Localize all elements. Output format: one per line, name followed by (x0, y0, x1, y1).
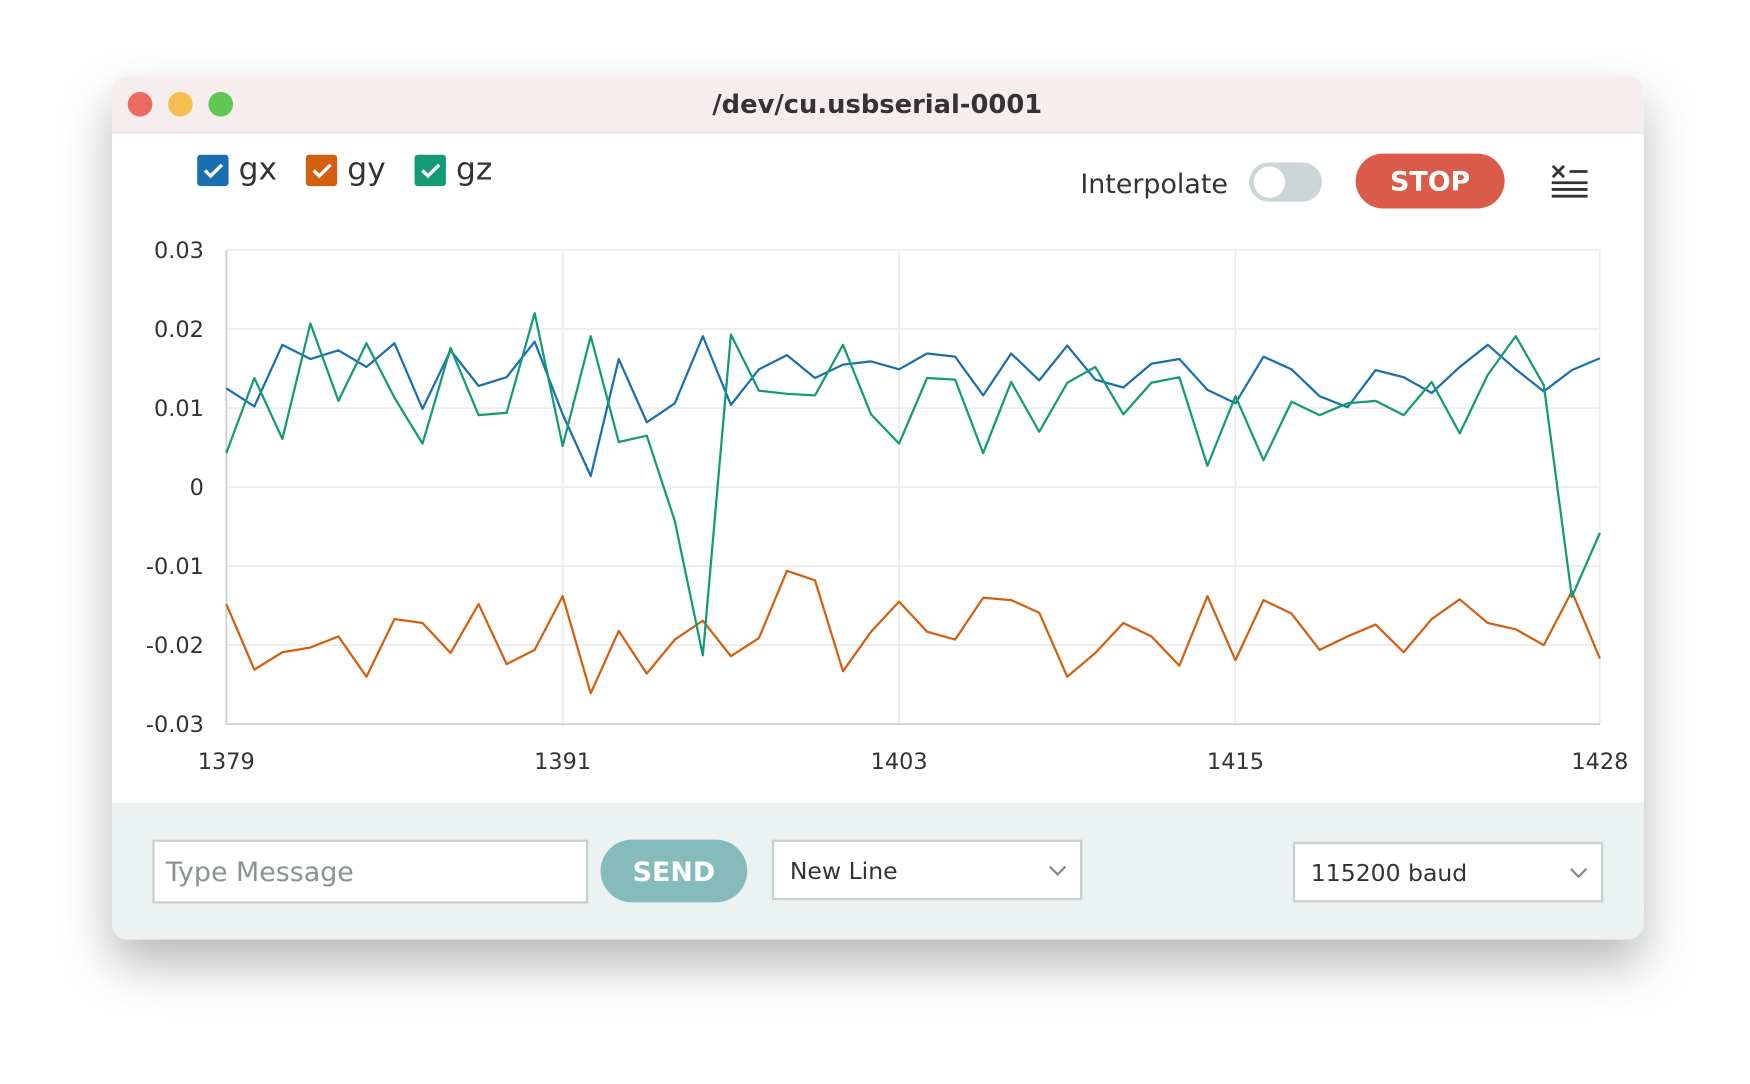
title-bar (112, 76, 1644, 133)
stop-button[interactable] (1355, 153, 1505, 209)
y-tick-label: -0.01 (146, 554, 204, 580)
y-tick-label: 0.01 (154, 396, 204, 422)
y-tick-label: 0.03 (154, 238, 204, 264)
x-tick-label: 1379 (198, 749, 255, 775)
clear-icon[interactable] (1551, 164, 1588, 198)
legend-label: gy (347, 151, 385, 187)
legend-checkbox (305, 154, 338, 187)
legend-item[interactable]: gz (414, 151, 493, 187)
series-line (225, 569, 1601, 695)
y-tick-label: 0.02 (154, 317, 204, 343)
stop-label: STOP (1390, 167, 1470, 198)
y-tick-label: -0.02 (146, 633, 204, 659)
series-line (225, 312, 1601, 657)
chevron (1569, 867, 1588, 879)
check-mark (312, 163, 332, 179)
zoom-button[interactable] (208, 91, 234, 117)
check-mark (203, 163, 224, 179)
send-button[interactable] (600, 839, 748, 903)
legend-item[interactable]: gy (305, 151, 386, 187)
interpolate-label: Interpolate (1080, 169, 1228, 200)
window-title: /dev/cu.usbserial-0001 (712, 90, 1042, 120)
x-tick-label: 1403 (871, 749, 928, 775)
legend-label: gz (456, 151, 492, 187)
x-tick-label: 1415 (1207, 749, 1264, 775)
legend-label: gx (239, 151, 277, 187)
y-tick-label: -0.03 (146, 712, 204, 738)
legend-checkbox (414, 154, 446, 187)
x-tick-label: 1391 (534, 749, 591, 775)
message-placeholder: Type Message (165, 857, 354, 888)
check-mark (421, 163, 441, 179)
message-input[interactable] (152, 839, 589, 904)
x-tick-label: 1428 (1571, 749, 1628, 775)
minimize-button[interactable] (168, 91, 193, 117)
baud-select[interactable] (1292, 841, 1604, 903)
legend-item[interactable]: gx (197, 151, 277, 187)
baud-value: 115200 baud (1311, 859, 1467, 887)
line-ending-select[interactable] (771, 839, 1083, 901)
send-label: SEND (633, 857, 715, 888)
line-ending-value: New Line (790, 857, 898, 885)
close-button[interactable] (127, 91, 153, 117)
legend-checkbox (197, 154, 229, 187)
y-tick-label: 0 (190, 475, 204, 501)
chevron (1048, 865, 1067, 876)
interpolate-toggle[interactable] (1249, 162, 1323, 202)
